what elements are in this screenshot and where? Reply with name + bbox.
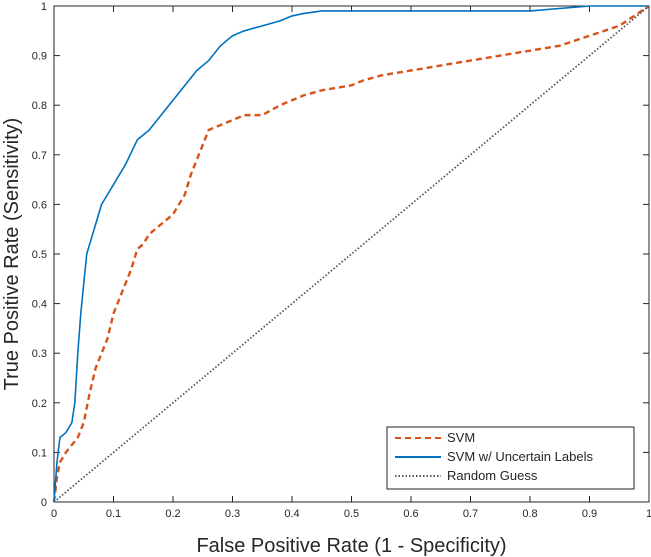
x-axis-label: False Positive Rate (1 - Specificity) (196, 535, 506, 557)
x-tick-label-5: 0.5 (344, 508, 359, 520)
y-tick-label-4: 0.4 (32, 299, 47, 311)
y-axis-label: True Positive Rate (Sensitivity) (1, 118, 23, 391)
y-tick-label-5: 0.5 (32, 249, 47, 261)
x-tick-label-1: 0.1 (106, 508, 121, 520)
x-tick-label-8: 0.8 (522, 508, 537, 520)
x-tick-label-10: 1 (646, 508, 651, 520)
y-tick-label-8: 0.8 (32, 100, 47, 112)
x-tick-label-4: 0.4 (284, 508, 299, 520)
y-tick-label-1: 0.1 (32, 447, 47, 459)
legend: SVM SVM w/ Uncertain Labels Random Guess (386, 426, 635, 490)
x-tick-label-2: 0.2 (165, 508, 180, 520)
y-tick-label-2: 0.2 (32, 398, 47, 410)
series-line-0 (52, 5, 650, 503)
x-tick-label-0: 0 (51, 508, 57, 520)
x-tick-label-7: 0.7 (463, 508, 478, 520)
y-tick-label-10: 1 (41, 1, 47, 13)
x-tick-label-3: 0.3 (225, 508, 240, 520)
x-tick-label-9: 0.9 (582, 508, 597, 520)
y-tick-label-3: 0.3 (32, 348, 47, 360)
x-tick-label-6: 0.6 (403, 508, 418, 520)
y-tick-label-0: 0 (41, 497, 47, 509)
legend-label-svm: SVM (447, 430, 475, 445)
legend-label-random-guess: Random Guess (447, 468, 538, 483)
plot-area (53, 5, 650, 503)
legend-label-svm-uncertain: SVM w/ Uncertain Labels (447, 449, 593, 464)
series-layer (52, 5, 650, 503)
y-tick-label-6: 0.6 (32, 199, 47, 211)
series-line-1 (53, 5, 649, 503)
y-tick-label-7: 0.7 (32, 150, 47, 162)
y-tick-label-9: 0.9 (32, 51, 47, 63)
